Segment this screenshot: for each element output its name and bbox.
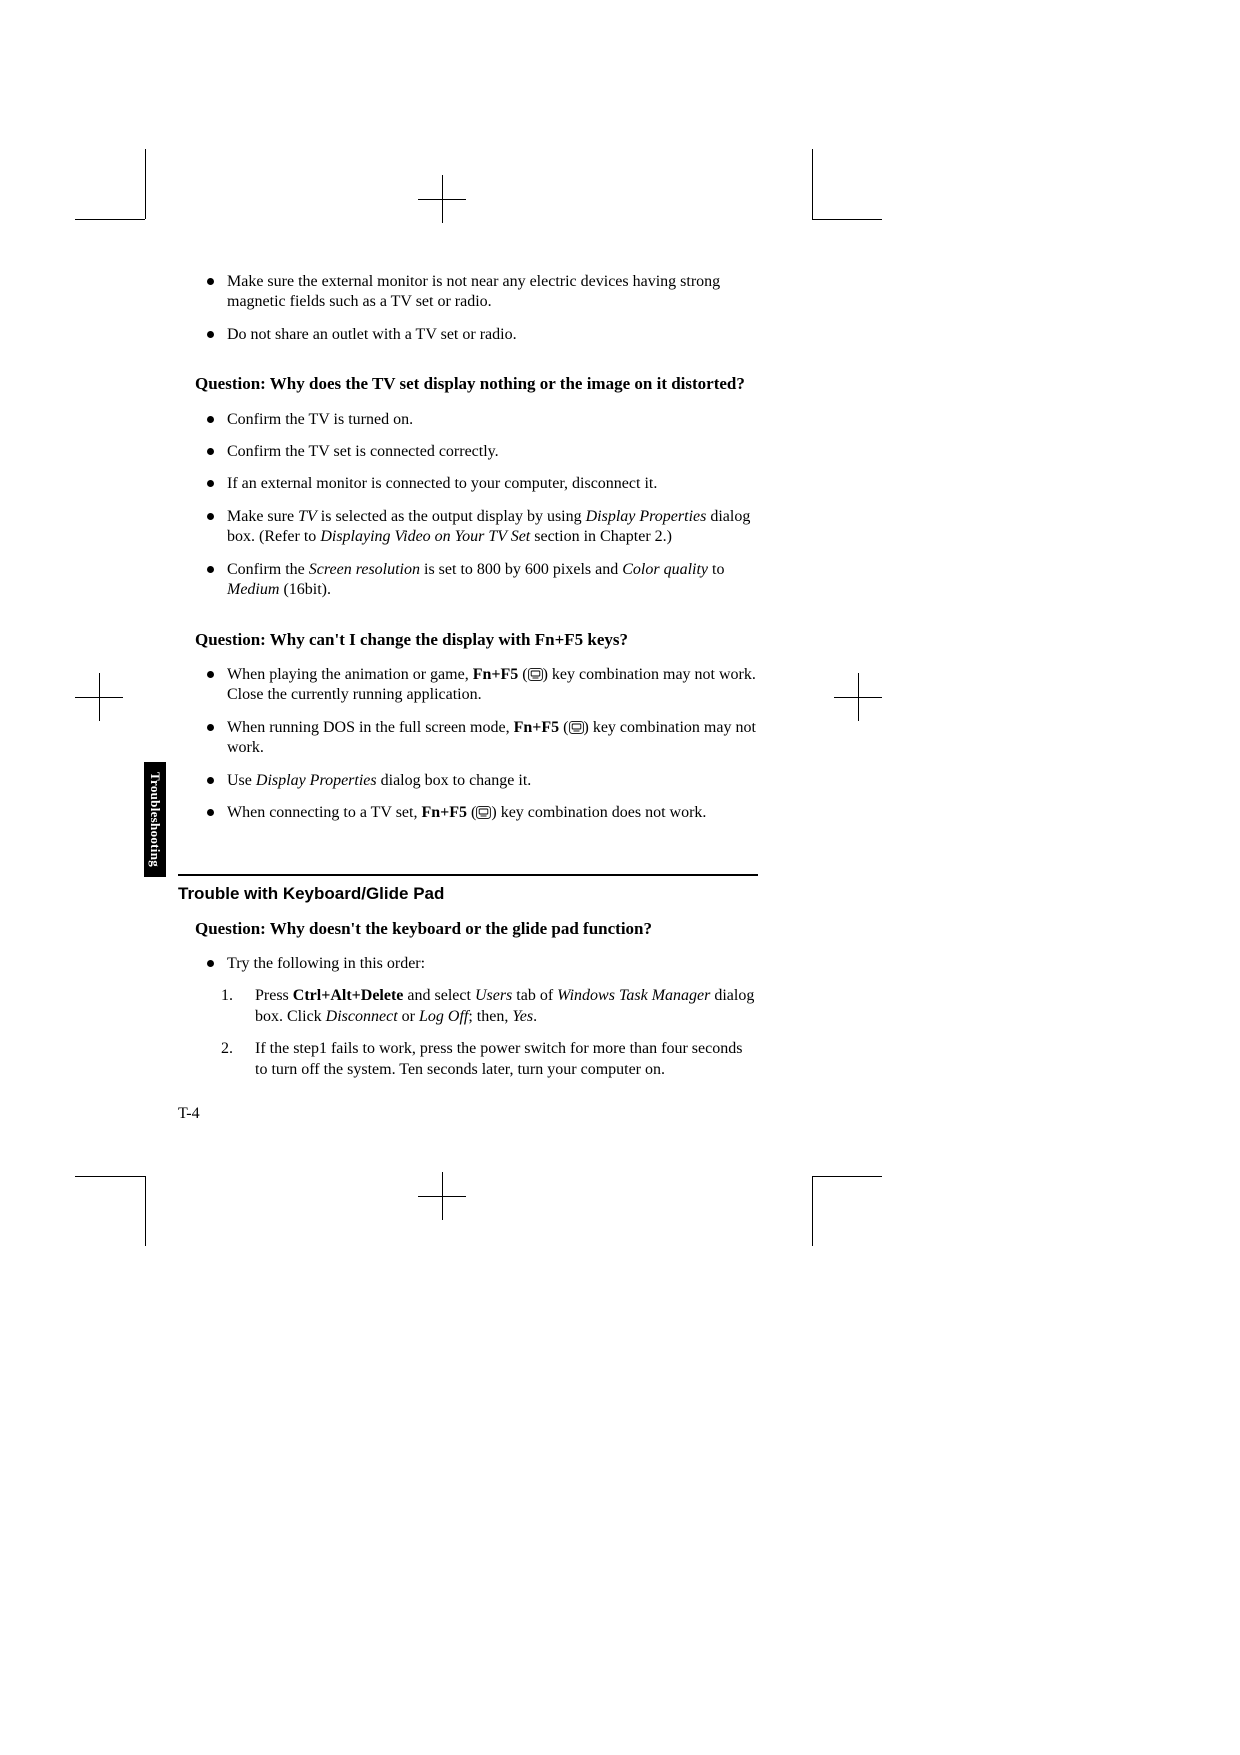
list-item: Make sure the external monitor is not ne… [227,272,758,313]
numbered-list: 1. Press Ctrl+Alt+Delete and select Users… [195,986,758,1080]
crop-mark [75,697,123,698]
list-item: Use Display Properties dialog box to cha… [227,771,758,791]
bullet-list: When playing the animation or game, Fn+F… [195,665,758,824]
bullet-list: Confirm the TV is turned on. Confirm the … [195,410,758,601]
crop-mark [812,149,813,219]
crop-mark [812,219,882,220]
list-item: Make sure TV is selected as the output d… [227,507,758,548]
crop-mark [834,697,882,698]
list-item: If an external monitor is connected to y… [227,474,758,494]
side-tab-troubleshooting: Troubleshooting [144,762,166,877]
list-item: Confirm the TV is turned on. [227,410,758,430]
crop-mark [812,1176,882,1177]
step-text: If the step1 fails to work, press the po… [255,1040,742,1077]
section-heading: Trouble with Keyboard/Glide Pad [178,874,758,904]
bullet-list: Try the following in this order: [195,954,758,974]
list-item: Do not share an outlet with a TV set or … [227,325,758,345]
step-text: Press Ctrl+Alt+Delete and select Users t… [255,987,754,1024]
question-heading: Question: Why doesn't the keyboard or th… [195,918,758,940]
list-item: When running DOS in the full screen mode… [227,718,758,759]
step-number: 1. [221,986,233,1006]
page-number: T-4 [178,1105,200,1123]
list-item: Confirm the TV set is connected correctl… [227,442,758,462]
list-item: When connecting to a TV set, Fn+F5 () ke… [227,803,758,823]
list-item: When playing the animation or game, Fn+F… [227,665,758,706]
crop-mark [418,199,466,200]
crop-mark [812,1176,813,1246]
crop-mark [145,149,146,219]
crop-mark [418,1196,466,1197]
crop-mark [75,219,145,220]
list-item: 1. Press Ctrl+Alt+Delete and select Users… [221,986,758,1027]
list-item: Confirm the Screen resolution is set to … [227,560,758,601]
page-content: Make sure the external monitor is not ne… [195,272,758,1092]
list-item: Try the following in this order: [227,954,758,974]
question-heading: Question: Why can't I change the display… [195,629,758,651]
crop-mark [145,1176,146,1246]
step-number: 2. [221,1039,233,1059]
question-heading: Question: Why does the TV set display no… [195,373,758,395]
bullet-list: Make sure the external monitor is not ne… [195,272,758,345]
crop-mark [75,1176,145,1177]
list-item: 2. If the step1 fails to work, press the … [221,1039,758,1080]
